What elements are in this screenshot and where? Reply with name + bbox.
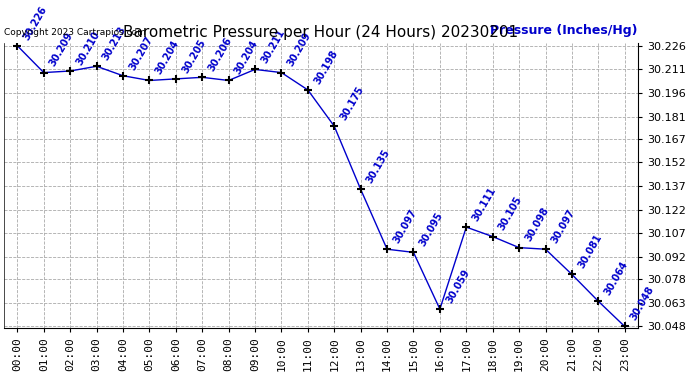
Text: 30.209: 30.209 (48, 31, 75, 68)
Text: 30.111: 30.111 (471, 186, 498, 223)
Text: 30.206: 30.206 (206, 36, 234, 73)
Text: 30.095: 30.095 (417, 211, 445, 248)
Text: 30.213: 30.213 (101, 25, 128, 62)
Text: 30.210: 30.210 (75, 29, 101, 67)
Text: 30.175: 30.175 (338, 84, 366, 122)
Text: 30.097: 30.097 (391, 208, 419, 245)
Text: 30.105: 30.105 (497, 195, 524, 232)
Text: 30.204: 30.204 (154, 39, 181, 76)
Title: Barometric Pressure per Hour (24 Hours) 20230201: Barometric Pressure per Hour (24 Hours) … (124, 25, 519, 40)
Text: 30.098: 30.098 (523, 206, 551, 243)
Text: 30.226: 30.226 (21, 4, 49, 42)
Text: 30.205: 30.205 (180, 37, 208, 75)
Text: 30.097: 30.097 (550, 208, 577, 245)
Text: 30.207: 30.207 (127, 34, 155, 72)
Text: Copyright 2023 Cartrapios.com: Copyright 2023 Cartrapios.com (4, 28, 146, 37)
Text: Pressure (Inches/Hg): Pressure (Inches/Hg) (491, 24, 638, 37)
Text: 30.048: 30.048 (629, 285, 656, 322)
Text: 30.059: 30.059 (444, 267, 471, 305)
Text: 30.211: 30.211 (259, 28, 286, 65)
Text: 30.198: 30.198 (312, 48, 339, 86)
Text: 30.135: 30.135 (365, 148, 392, 185)
Text: 30.064: 30.064 (602, 260, 630, 297)
Text: 30.081: 30.081 (576, 232, 604, 270)
Text: 30.204: 30.204 (233, 39, 260, 76)
Text: 30.209: 30.209 (286, 31, 313, 68)
